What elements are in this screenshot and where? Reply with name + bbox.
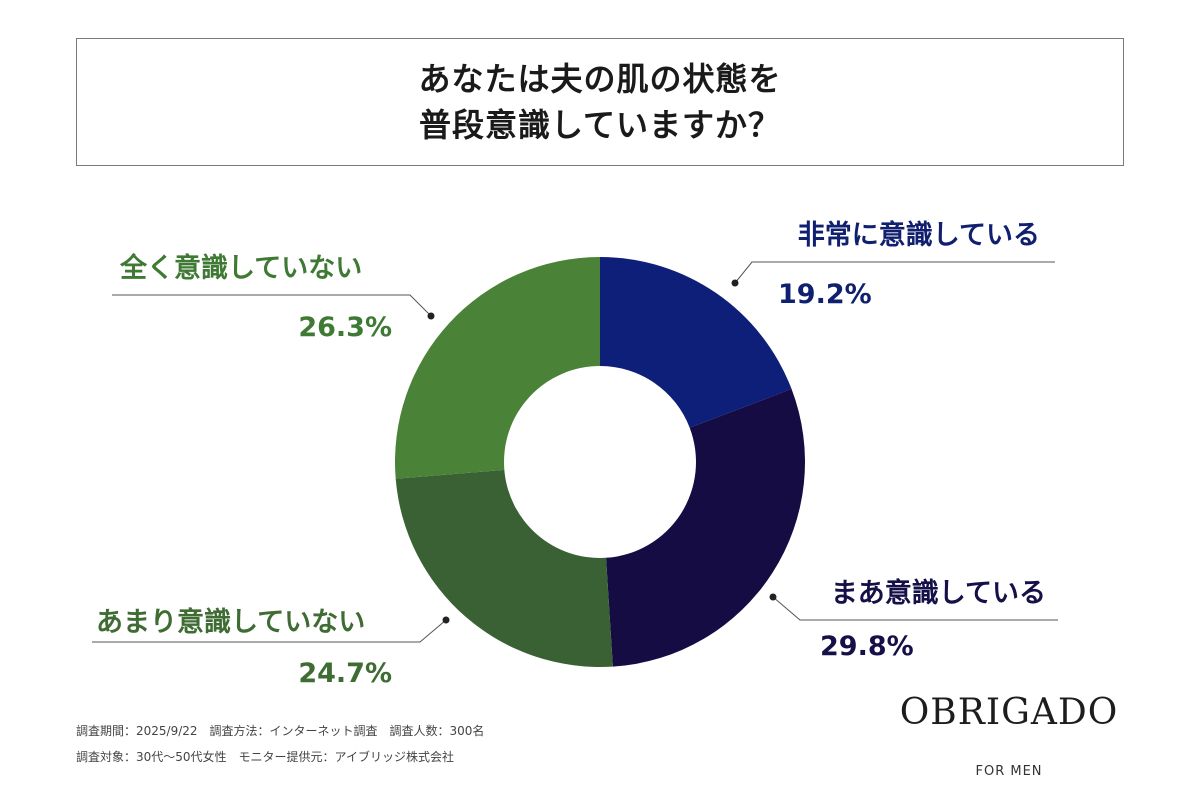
- leader-dot-not-at-all-conscious: [427, 312, 435, 320]
- slice-label-very-conscious: 非常に意識している: [798, 219, 1040, 251]
- leader-line-somewhat-conscious: [772, 596, 1058, 621]
- survey-info-line-1: 調査期間：2025/9/22 調査方法：インターネット調査 調査人数：300名: [76, 724, 485, 738]
- slice-very-conscious: [600, 257, 792, 428]
- leader-dot-not-very-conscious: [442, 616, 450, 624]
- slice-value-not-very-conscious: 24.7%: [298, 658, 392, 689]
- title-box: あなたは夫の肌の状態を 普段意識していますか？: [76, 38, 1124, 166]
- leader-dot-somewhat-conscious: [769, 593, 777, 601]
- slice-value-somewhat-conscious: 29.8%: [820, 631, 914, 662]
- survey-info-line-2: 調査対象：30代〜50代女性 モニター提供元：アイブリッジ株式会社: [76, 750, 454, 764]
- slice-label-not-very-conscious: あまり意識していない: [96, 606, 365, 638]
- slice-value-very-conscious: 19.2%: [778, 279, 872, 310]
- brand-logo: OBRIGADO: [899, 692, 1119, 733]
- slice-label-not-at-all-conscious: 全く意識していない: [119, 252, 362, 284]
- slice-not-at-all-conscious: [395, 257, 600, 479]
- slice-not-very-conscious: [395, 469, 613, 667]
- chart-title-line-2: 普段意識していますか？: [418, 106, 782, 144]
- slice-somewhat-conscious: [606, 388, 805, 667]
- slice-label-somewhat-conscious: まあ意識している: [831, 577, 1046, 609]
- slice-value-not-at-all-conscious: 26.3%: [298, 312, 392, 343]
- leader-line-very-conscious: [734, 261, 1055, 284]
- leader-dot-very-conscious: [731, 279, 739, 287]
- brand-subtitle: FOR MEN: [975, 764, 1043, 779]
- leader-line-not-very-conscious: [92, 619, 447, 643]
- chart-title-line-1: あなたは夫の肌の状態を: [418, 60, 782, 98]
- leader-line-not-at-all-conscious: [112, 294, 432, 317]
